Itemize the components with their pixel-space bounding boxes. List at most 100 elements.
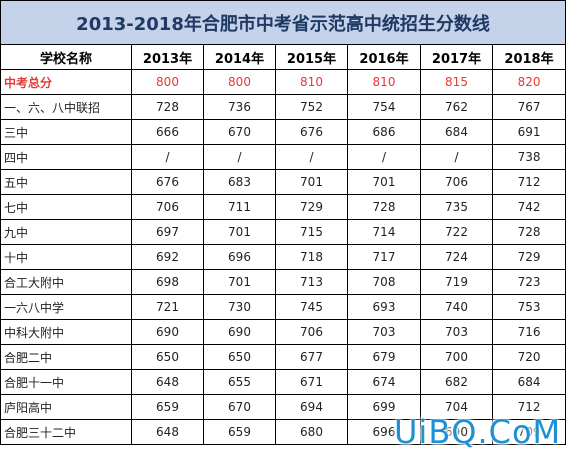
- table-row: 五中 676 683 701 701 706 712: [0, 169, 566, 195]
- score-cell: 677: [275, 344, 348, 370]
- score-cell: 680: [275, 419, 348, 445]
- score-cell: 674: [347, 369, 421, 395]
- table-row: 庐阳高中 659 670 694 699 704 712: [0, 394, 566, 420]
- total-score-cell: 810: [275, 69, 348, 95]
- score-cell: 701: [275, 169, 348, 195]
- score-cell: /: [420, 144, 493, 170]
- score-cell: 692: [131, 244, 204, 270]
- score-cell: 728: [131, 94, 204, 120]
- score-cell: 762: [420, 94, 493, 120]
- score-cell: 718: [275, 244, 348, 270]
- score-cell: 720: [491, 344, 566, 370]
- school-name-cell: 中科大附中: [0, 319, 132, 345]
- total-score-row: 中考总分 800 800 810 810 815 820: [0, 69, 566, 95]
- score-cell: 671: [275, 369, 348, 395]
- score-cell: 709: [491, 419, 566, 445]
- score-cell: 670: [203, 119, 276, 145]
- total-score-label: 中考总分: [0, 69, 132, 95]
- score-cell: 754: [347, 94, 421, 120]
- score-cell: 713: [275, 269, 348, 295]
- table-row: 中科大附中 690 690 706 703 703 716: [0, 319, 566, 345]
- table-row: 七中 706 711 729 728 735 742: [0, 194, 566, 220]
- score-cell: /: [347, 144, 421, 170]
- score-cell: 714: [347, 219, 421, 245]
- score-cell: 701: [203, 269, 276, 295]
- score-cell: 701: [347, 169, 421, 195]
- score-cell: 676: [131, 169, 204, 195]
- school-name-cell: 四中: [0, 144, 132, 170]
- score-cell: 745: [275, 294, 348, 320]
- header-2017: 2017年: [420, 44, 493, 70]
- table-row: 一、六、八中联招 728 736 752 754 762 767: [0, 94, 566, 120]
- score-cell: 690: [203, 319, 276, 345]
- school-name-cell: 一、六、八中联招: [0, 94, 132, 120]
- score-cell: 648: [131, 369, 204, 395]
- page-title: 2013-2018年合肥市中考省示范高中统招生分数线: [0, 0, 566, 45]
- score-cell: 693: [347, 294, 421, 320]
- score-cell: 694: [275, 394, 348, 420]
- table-row: 合工大附中 698 701 713 708 719 723: [0, 269, 566, 295]
- table-row: 合肥二中 650 650 677 679 700 720: [0, 344, 566, 370]
- score-cell: /: [275, 144, 348, 170]
- school-name-cell: 七中: [0, 194, 132, 220]
- school-name-cell: 庐阳高中: [0, 394, 132, 420]
- score-cell: 715: [275, 219, 348, 245]
- score-cell: 736: [203, 94, 276, 120]
- score-cell: 728: [491, 219, 566, 245]
- score-cell: 729: [491, 244, 566, 270]
- score-cell: 706: [131, 194, 204, 220]
- score-cell: 650: [203, 344, 276, 370]
- score-cell: 701: [203, 219, 276, 245]
- score-cell: 655: [203, 369, 276, 395]
- score-cell: /: [203, 144, 276, 170]
- score-cell: 698: [131, 269, 204, 295]
- school-name-cell: 五中: [0, 169, 132, 195]
- score-cell: 679: [347, 344, 421, 370]
- score-cell: 703: [420, 319, 493, 345]
- score-cell: 712: [491, 394, 566, 420]
- score-cell: 659: [131, 394, 204, 420]
- score-cell: 728: [347, 194, 421, 220]
- score-cell: 717: [347, 244, 421, 270]
- school-name-cell: 一六八中学: [0, 294, 132, 320]
- score-cell: 724: [420, 244, 493, 270]
- score-cell: 722: [420, 219, 493, 245]
- score-cell: 659: [203, 419, 276, 445]
- table-row: 十中 692 696 718 717 724 729: [0, 244, 566, 270]
- table-row: 合肥十一中 648 655 671 674 682 684: [0, 369, 566, 395]
- score-cell: 752: [275, 94, 348, 120]
- score-table: 2013-2018年合肥市中考省示范高中统招生分数线 学校名称 2013年 20…: [0, 0, 566, 445]
- site-watermark: UiBQ.CoM: [394, 413, 562, 451]
- title-row: 2013-2018年合肥市中考省示范高中统招生分数线: [0, 0, 566, 45]
- header-row: 学校名称 2013年 2014年 2015年 2016年 2017年 2018年: [0, 44, 566, 70]
- score-cell: 740: [420, 294, 493, 320]
- score-cell: 716: [491, 319, 566, 345]
- table-row: 一六八中学 721 730 745 693 740 753: [0, 294, 566, 320]
- header-2016: 2016年: [347, 44, 421, 70]
- score-cell: 686: [347, 119, 421, 145]
- score-cell: 723: [491, 269, 566, 295]
- score-cell: /: [131, 144, 204, 170]
- score-cell: 696: [347, 419, 421, 445]
- table-row: 三中 666 670 676 686 684 691: [0, 119, 566, 145]
- total-score-cell: 820: [491, 69, 566, 95]
- score-cell: 690: [131, 319, 204, 345]
- score-cell: 721: [131, 294, 204, 320]
- score-cell: 703: [347, 319, 421, 345]
- score-cell: 666: [131, 119, 204, 145]
- school-name-cell: 合肥三十二中: [0, 419, 132, 445]
- header-school: 学校名称: [0, 44, 132, 70]
- score-cell: 700: [420, 344, 493, 370]
- header-2014: 2014年: [203, 44, 276, 70]
- score-cell: 684: [420, 119, 493, 145]
- score-cell: 696: [203, 244, 276, 270]
- total-score-cell: 800: [131, 69, 204, 95]
- score-cell: 691: [491, 119, 566, 145]
- header-2018: 2018年: [491, 44, 566, 70]
- score-cell: 684: [491, 369, 566, 395]
- table-row: 九中 697 701 715 714 722 728: [0, 219, 566, 245]
- score-cell: 706: [420, 169, 493, 195]
- score-cell: 682: [420, 369, 493, 395]
- score-cell: 730: [203, 294, 276, 320]
- school-name-cell: 合肥二中: [0, 344, 132, 370]
